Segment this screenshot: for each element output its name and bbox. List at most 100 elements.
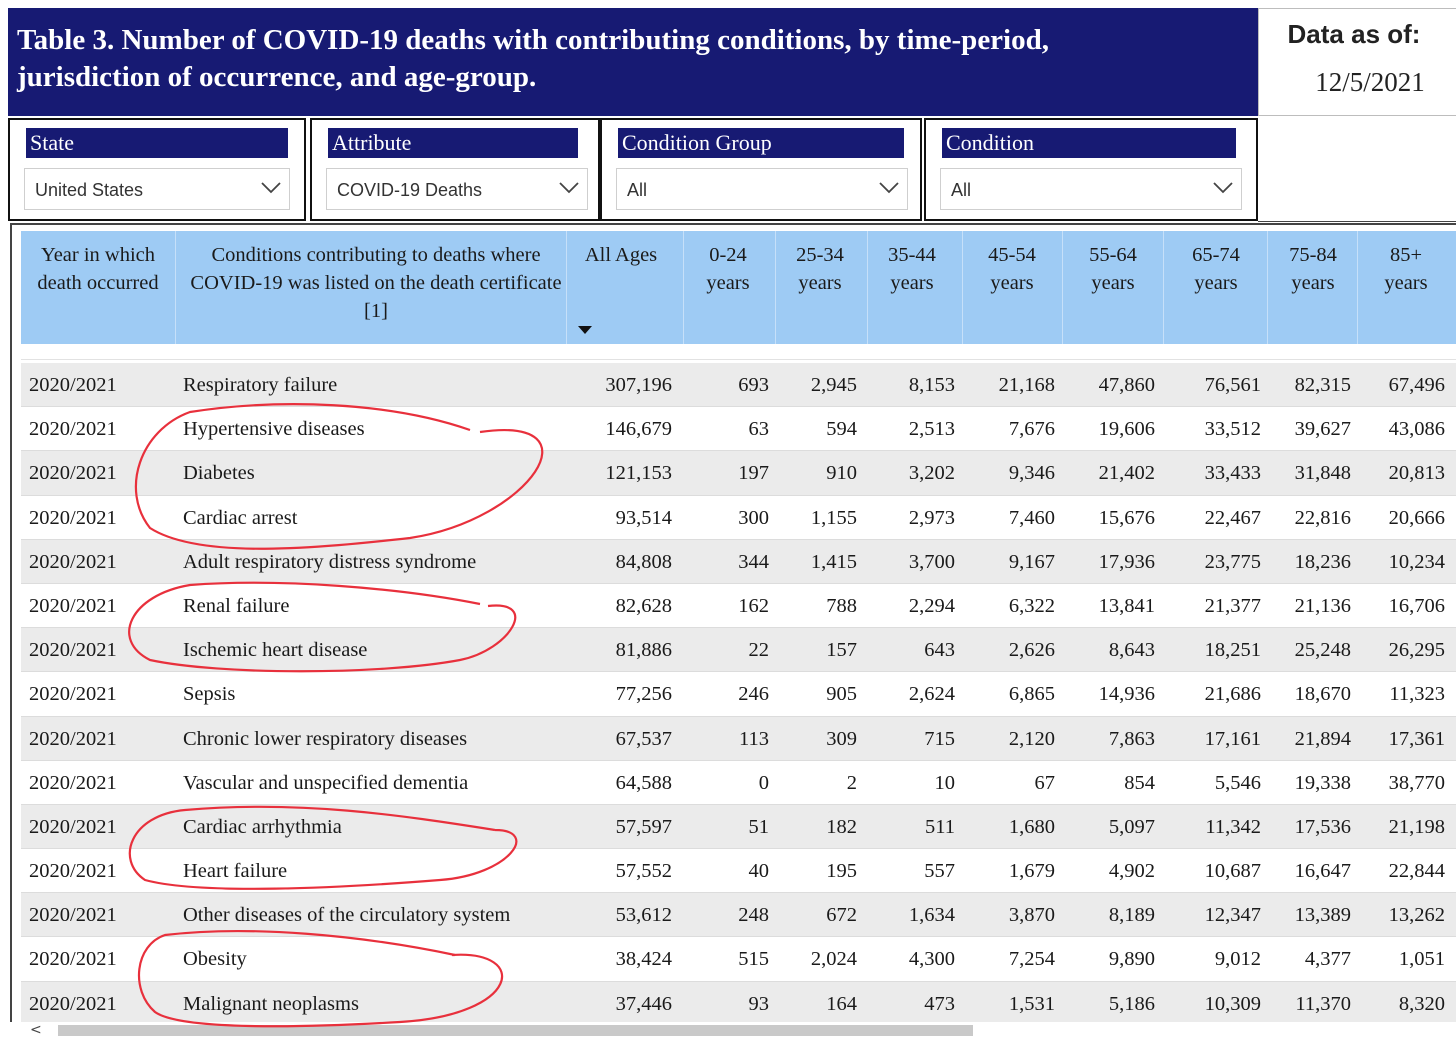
cell-35-44: 10 bbox=[934, 771, 956, 794]
cell-85-plus: 26,295 bbox=[1388, 639, 1445, 662]
column-header-0-24[interactable]: 0-24 years bbox=[706, 244, 750, 294]
table-row[interactable]: 2020/2021 Heart failure 57,552 40 195 557 1,67… bbox=[21, 849, 1456, 894]
table-body: 2020/2021 Respiratory failure 307,196 693 2,… bbox=[21, 363, 1456, 1026]
attribute-dropdown-value: COVID-19 Deaths bbox=[337, 180, 483, 200]
chevron-down-icon bbox=[261, 182, 281, 194]
column-header-35-44[interactable]: 35-44 years bbox=[888, 244, 936, 294]
cell-all-ages: 38,424 bbox=[615, 948, 672, 971]
cell-55-64: 8,643 bbox=[1108, 639, 1155, 662]
cell-75-84: 21,136 bbox=[1294, 594, 1351, 617]
cell-all-ages: 82,628 bbox=[615, 594, 672, 617]
cell-65-74: 18,251 bbox=[1204, 639, 1261, 662]
column-header-all-ages[interactable]: All Ages bbox=[584, 244, 658, 266]
cell-45-54: 1,680 bbox=[1008, 815, 1055, 838]
condition-dropdown-value: All bbox=[951, 180, 972, 200]
cell-45-54: 7,460 bbox=[1008, 506, 1055, 529]
cell-all-ages: 121,153 bbox=[605, 462, 672, 485]
cell-0-24: 300 bbox=[738, 506, 769, 529]
report-title-bar: Table 3. Number of COVID-19 deaths with … bbox=[8, 8, 1258, 116]
slicer-condition-group: Condition Group All bbox=[600, 118, 922, 221]
chevron-down-icon bbox=[559, 182, 579, 194]
cell-85-plus: 21,198 bbox=[1388, 815, 1445, 838]
cell-55-64: 17,936 bbox=[1098, 550, 1155, 573]
cell-75-84: 21,894 bbox=[1294, 727, 1351, 750]
table-row[interactable]: 2020/2021 Malignant neoplasms 37,446 93 164 4… bbox=[21, 981, 1456, 1026]
column-separator bbox=[566, 231, 567, 344]
table-row[interactable]: 2020/2021 Hypertensive diseases 146,679 63 5… bbox=[21, 407, 1456, 452]
horizontal-scrollbar[interactable]: < bbox=[10, 1022, 1456, 1039]
condition-dropdown[interactable]: All bbox=[940, 168, 1242, 210]
cell-55-64: 7,863 bbox=[1108, 727, 1155, 750]
cell-year: 2020/2021 bbox=[29, 727, 117, 750]
column-header-condition[interactable]: Conditions contributing to deaths where … bbox=[190, 244, 562, 322]
table-row[interactable]: 2020/2021 Sepsis 77,256 246 905 2,624 6,865 14,… bbox=[21, 672, 1456, 717]
slicer-condition-label: Condition bbox=[942, 128, 1236, 158]
cell-0-24: 344 bbox=[738, 550, 769, 573]
column-header-25-34[interactable]: 25-34 years bbox=[796, 244, 844, 294]
cell-75-84: 18,670 bbox=[1294, 683, 1351, 706]
condition-group-dropdown[interactable]: All bbox=[616, 168, 908, 210]
cell-85-plus: 10,234 bbox=[1388, 550, 1445, 573]
cell-0-24: 113 bbox=[739, 727, 769, 750]
table-row[interactable]: 2020/2021 Cardiac arrhythmia 57,597 51 182 51… bbox=[21, 804, 1456, 850]
cell-75-84: 17,536 bbox=[1294, 815, 1351, 838]
cell-55-64: 9,890 bbox=[1108, 948, 1155, 971]
cell-65-74: 33,512 bbox=[1204, 418, 1261, 441]
column-header-65-74[interactable]: 65-74 years bbox=[1192, 244, 1240, 294]
column-header-75-84[interactable]: 75-84 years bbox=[1289, 244, 1337, 294]
chevron-down-icon bbox=[879, 182, 899, 194]
cell-0-24: 197 bbox=[738, 462, 769, 485]
cell-65-74: 11,342 bbox=[1205, 815, 1261, 838]
cell-65-74: 10,309 bbox=[1204, 992, 1261, 1015]
cell-65-74: 76,561 bbox=[1204, 374, 1261, 396]
table-row[interactable]: 2020/2021 Diabetes 121,153 197 910 3,202 9,346… bbox=[21, 451, 1456, 496]
cell-condition: Chronic lower respiratory diseases bbox=[183, 727, 468, 750]
table-row[interactable]: 2020/2021 Renal failure 82,628 162 788 2,294 6… bbox=[21, 584, 1456, 629]
cell-0-24: 51 bbox=[748, 815, 770, 838]
slicer-condition-group-label: Condition Group bbox=[618, 128, 904, 158]
attribute-dropdown[interactable]: COVID-19 Deaths bbox=[326, 168, 588, 210]
column-header-45-54[interactable]: 45-54 years bbox=[988, 244, 1036, 294]
cell-35-44: 3,700 bbox=[908, 550, 955, 573]
column-header-55-64[interactable]: 55-64 years bbox=[1089, 244, 1137, 294]
slicer-state: State United States bbox=[8, 118, 306, 221]
table-row[interactable]: 2020/2021 Respiratory failure 307,196 693 2,… bbox=[21, 363, 1456, 408]
cell-25-34: 594 bbox=[826, 418, 857, 441]
cell-45-54: 9,167 bbox=[1008, 550, 1055, 573]
table-row[interactable]: 2020/2021 Chronic lower respiratory disea… bbox=[21, 716, 1456, 761]
cell-year: 2020/2021 bbox=[29, 594, 117, 617]
cell-45-54: 9,346 bbox=[1008, 462, 1055, 485]
cell-condition: Hypertensive diseases bbox=[183, 418, 365, 441]
cell-55-64: 5,186 bbox=[1108, 992, 1155, 1015]
cell-75-84: 18,236 bbox=[1294, 550, 1351, 573]
table-row[interactable]: 2020/2021 Ischemic heart disease 81,886 22 1… bbox=[21, 628, 1456, 673]
table-row[interactable]: 2020/2021 Adult respiratory distress synd… bbox=[21, 539, 1456, 584]
cell-65-74: 21,377 bbox=[1204, 594, 1261, 617]
cell-45-54: 6,322 bbox=[1008, 594, 1055, 617]
cell-all-ages: 84,808 bbox=[615, 550, 672, 573]
table-row[interactable]: 2020/2021 Obesity 38,424 515 2,024 4,300 7,254… bbox=[21, 937, 1456, 982]
cell-25-34: 164 bbox=[826, 992, 857, 1015]
column-header-year[interactable]: Year in which death occurred bbox=[37, 244, 159, 294]
data-as-of-label: Data as of: bbox=[1287, 19, 1421, 49]
table-row[interactable]: 2020/2021 Cardiac arrest 93,514 300 1,155 2,9… bbox=[21, 496, 1456, 540]
cell-0-24: 40 bbox=[748, 860, 770, 883]
table-row[interactable]: 2020/2021 Other diseases of the circulato… bbox=[21, 893, 1456, 938]
cell-condition: Diabetes bbox=[183, 462, 255, 485]
report-title: Table 3. Number of COVID-19 deaths with … bbox=[17, 24, 1049, 93]
table-row[interactable]: 2020/2021 Vascular and unspecified dement… bbox=[21, 761, 1456, 805]
cell-55-64: 21,402 bbox=[1098, 462, 1155, 485]
cell-0-24: 63 bbox=[748, 418, 770, 441]
cell-all-ages: 77,256 bbox=[615, 683, 672, 706]
cell-65-74: 22,467 bbox=[1204, 506, 1261, 529]
cell-25-34: 2 bbox=[846, 771, 857, 794]
state-dropdown[interactable]: United States bbox=[24, 168, 290, 210]
cell-year: 2020/2021 bbox=[29, 462, 117, 485]
cell-85-plus: 16,706 bbox=[1388, 594, 1445, 617]
scrollbar-thumb[interactable] bbox=[58, 1025, 973, 1036]
scroll-left-arrow-icon[interactable]: < bbox=[30, 1022, 42, 1038]
cell-55-64: 14,936 bbox=[1098, 683, 1155, 706]
column-header-85-plus[interactable]: 85+ years bbox=[1384, 244, 1428, 294]
cell-all-ages: 67,537 bbox=[615, 727, 672, 750]
sort-descending-icon[interactable] bbox=[578, 326, 592, 334]
